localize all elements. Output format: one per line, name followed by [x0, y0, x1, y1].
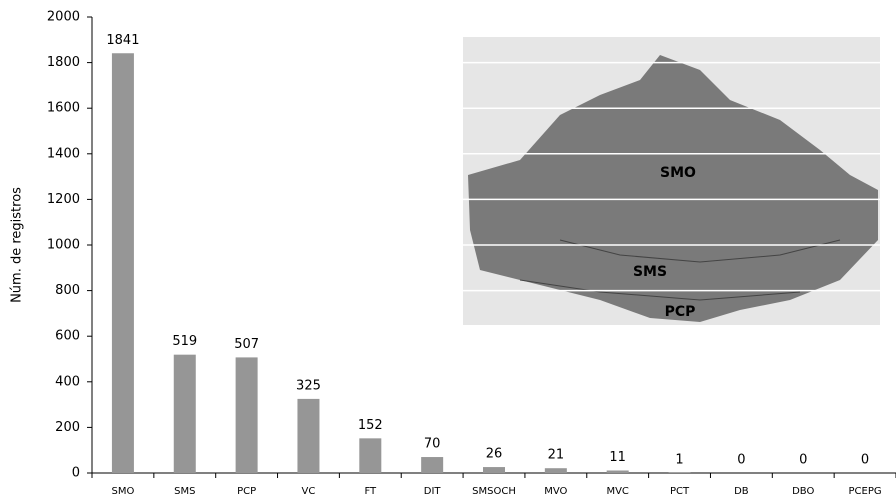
value-label: 507: [234, 337, 259, 352]
bar: [236, 357, 258, 473]
y-axis-title: Núm. de registros: [10, 187, 25, 303]
value-label: 70: [424, 437, 441, 452]
y-tick-label: 200: [55, 420, 80, 435]
x-tick-label: DBO: [792, 486, 814, 497]
bar: [297, 399, 319, 473]
inset-map: SMO SMS PCP: [463, 37, 880, 325]
map-label: PCP: [665, 304, 696, 320]
y-tick-label: 2000: [47, 10, 80, 25]
page: SMO SMS PCP Núm. de registros 0 200 400 600…: [0, 0, 896, 499]
y-tick-label: 400: [55, 374, 80, 389]
y-tick-label: 800: [55, 283, 80, 298]
y-tick-label: 0: [72, 466, 80, 481]
x-tick-label: PCT: [670, 486, 690, 497]
bar: [359, 438, 381, 473]
y-tick-label: 1400: [47, 146, 80, 161]
value-label: 0: [861, 453, 869, 468]
x-tick-label: DIT: [424, 486, 442, 497]
value-label: 0: [799, 453, 807, 468]
value-label: 26: [486, 447, 503, 462]
x-tick-label: MVO: [544, 486, 567, 497]
value-label: 21: [548, 448, 565, 463]
y-tick-label: 600: [55, 329, 80, 344]
bar: [483, 467, 505, 473]
value-label: 1: [675, 452, 683, 467]
value-label: 11: [609, 450, 626, 465]
bar: [174, 355, 196, 473]
value-label: 152: [358, 418, 383, 433]
y-tick-label: 1800: [47, 55, 80, 70]
value-label: 0: [737, 453, 745, 468]
value-label: 325: [296, 378, 321, 393]
map-label: SMO: [660, 165, 696, 181]
x-tick-label: SMO: [111, 486, 134, 497]
x-tick-label: PCP: [237, 486, 256, 497]
bar: [421, 457, 443, 473]
x-tick-label: PCEPG: [849, 486, 882, 497]
x-tick-label: VC: [302, 486, 316, 497]
value-label: 519: [172, 334, 197, 349]
chart: SMO SMS PCP Núm. de registros 0 200 400 600…: [0, 0, 896, 499]
x-tick-label: FT: [364, 486, 377, 497]
x-tick-label: MVC: [606, 486, 628, 497]
y-tick-label: 1200: [47, 192, 80, 207]
x-tick-label: SMS: [174, 486, 195, 497]
x-tick-label: DB: [734, 486, 749, 497]
map-label: SMS: [633, 264, 667, 280]
y-tick-label: 1000: [47, 238, 80, 253]
bar: [607, 470, 629, 473]
bar: [112, 53, 134, 473]
x-tick-label: SMSOCH: [472, 486, 516, 497]
y-tick-label: 1600: [47, 101, 80, 116]
value-label: 1841: [106, 33, 139, 48]
bar: [545, 468, 567, 473]
